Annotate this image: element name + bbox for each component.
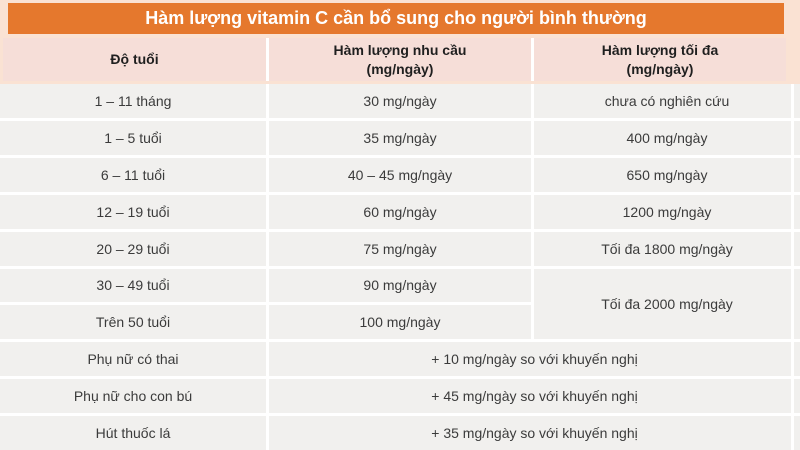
need-cell: 100 mg/ngày <box>269 305 531 340</box>
header-cell-max: Hàm lượng tối đa (mg/ngày) <box>534 38 786 81</box>
max-cell: 400 mg/ngày <box>534 120 800 155</box>
age-cell: 12 – 19 tuổi <box>0 194 266 229</box>
header-max-label: Hàm lượng tối đa <box>601 42 719 59</box>
combined-value-cell: + 45 mg/ngày so với khuyến nghị <box>269 379 800 414</box>
combined-value-cell: + 35 mg/ngày so với khuyến nghị <box>269 416 800 450</box>
age-cell: 1 – 5 tuổi <box>0 120 266 155</box>
age-cell: Trên 50 tuổi <box>0 305 266 340</box>
age-cell: 20 – 29 tuổi <box>0 231 266 266</box>
age-cell: Phụ nữ cho con bú <box>0 379 266 414</box>
need-cell: 30 mg/ngày <box>269 84 531 118</box>
page-title: Hàm lượng vitamin C cần bổ sung cho ngườ… <box>8 3 784 34</box>
header-need-label: Hàm lượng nhu cầu <box>333 42 467 59</box>
table-header-row: Độ tuổi Hàm lượng nhu cầu (mg/ngày) Hàm … <box>3 38 786 81</box>
header-cell-age: Độ tuổi <box>3 38 266 81</box>
combined-value-cell: + 10 mg/ngày so với khuyến nghị <box>269 342 800 377</box>
header-need-unit: (mg/ngày) <box>366 60 434 77</box>
age-cell: 30 – 49 tuổi <box>0 268 266 303</box>
header-cell-need: Hàm lượng nhu cầu (mg/ngày) <box>269 38 531 81</box>
max-cell: Tối đa 1800 mg/ngày <box>534 231 800 266</box>
need-cell: 90 mg/ngày <box>269 268 531 303</box>
table-body: 1 – 11 tháng 30 mg/ngày chưa có nghiên c… <box>0 84 800 450</box>
age-cell: 1 – 11 tháng <box>0 84 266 118</box>
need-cell: 40 – 45 mg/ngày <box>269 157 531 192</box>
table-right-edge-divider <box>791 84 794 450</box>
age-cell: Phụ nữ có thai <box>0 342 266 377</box>
need-cell: 35 mg/ngày <box>269 120 531 155</box>
max-cell: 1200 mg/ngày <box>534 194 800 229</box>
header-age-label: Độ tuổi <box>110 51 159 68</box>
max-cell-merged: Tối đa 2000 mg/ngày <box>534 268 800 340</box>
need-cell: 60 mg/ngày <box>269 194 531 229</box>
header-max-unit: (mg/ngày) <box>626 60 694 77</box>
max-cell: chưa có nghiên cứu <box>534 84 800 118</box>
age-cell: Hút thuốc lá <box>0 416 266 450</box>
need-cell: 75 mg/ngày <box>269 231 531 266</box>
max-cell: 650 mg/ngày <box>534 157 800 192</box>
age-cell: 6 – 11 tuổi <box>0 157 266 192</box>
